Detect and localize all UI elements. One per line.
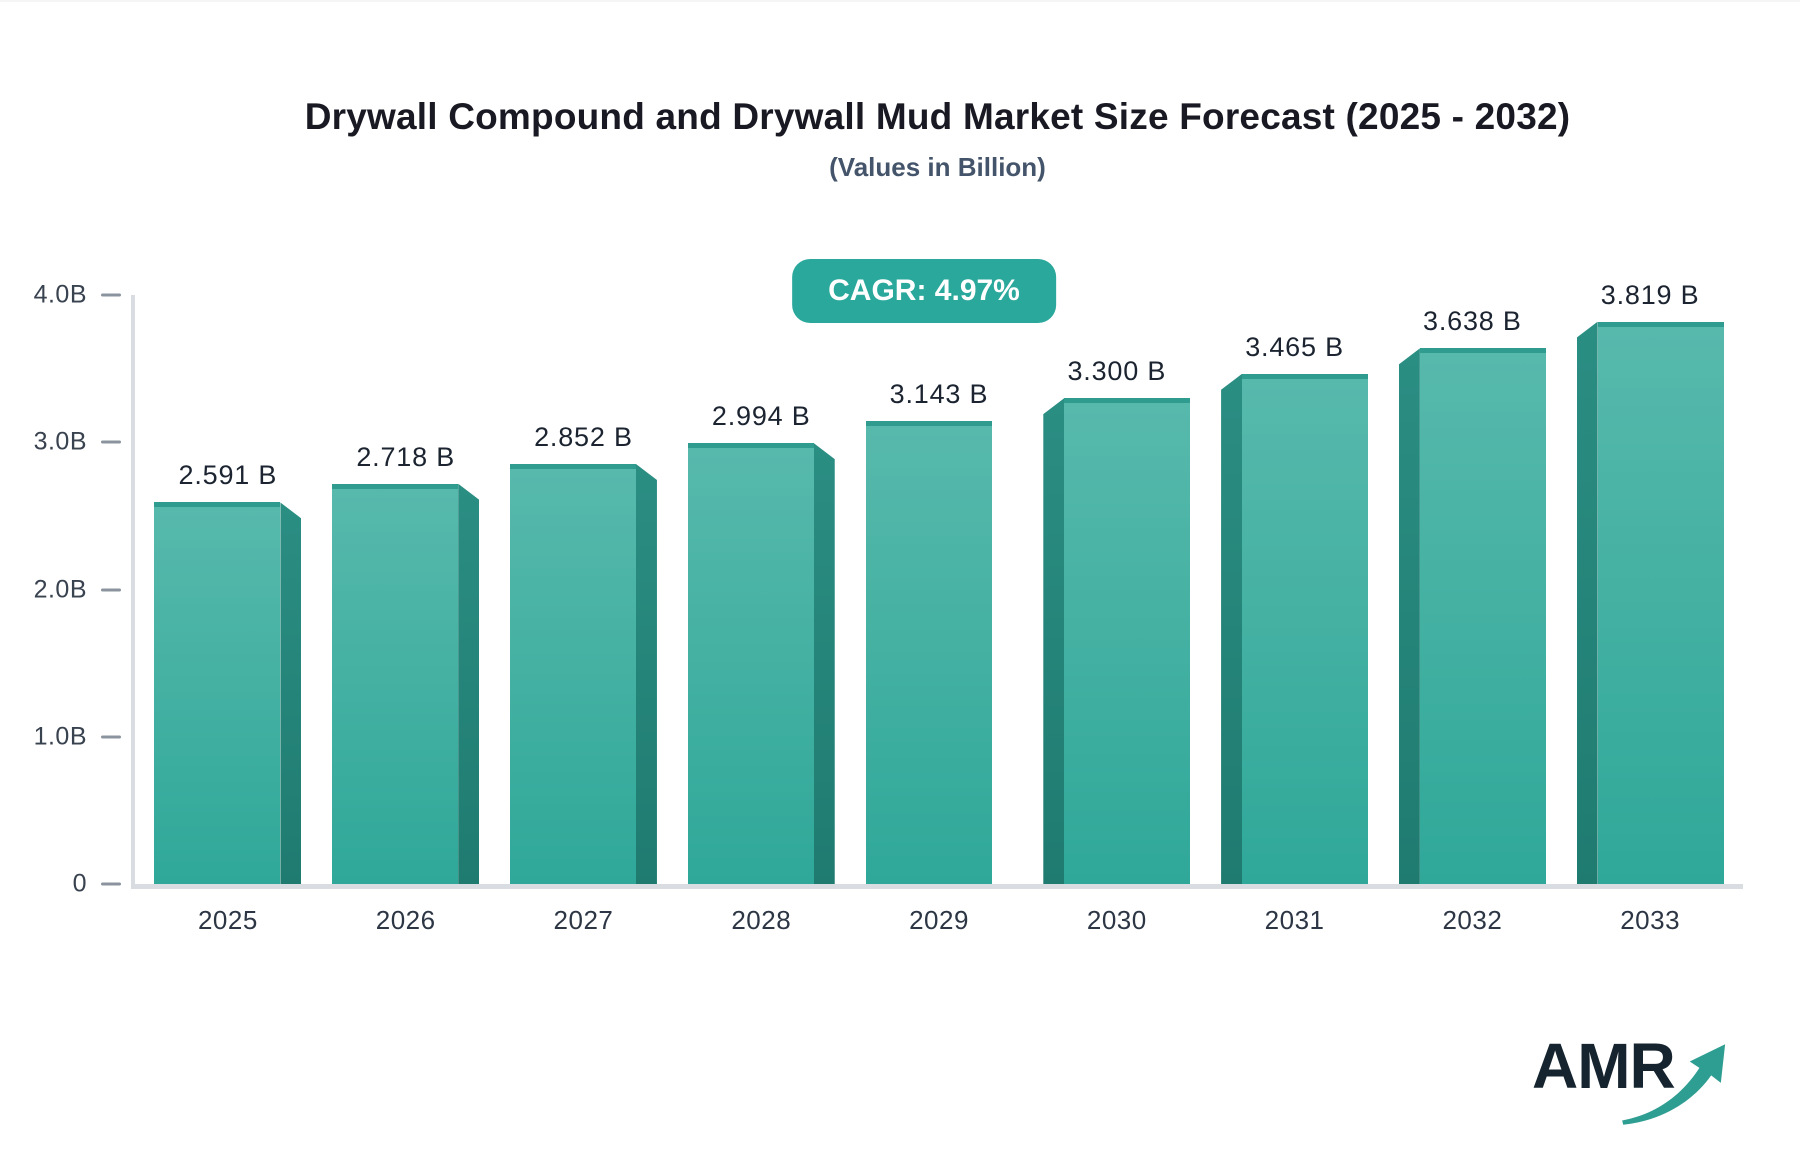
bar-slot: 2.852 B [495,295,673,884]
y-tick-mark [101,735,121,739]
bar: 3.465 B [1221,332,1369,884]
bar-side-face [813,443,835,884]
y-tick: 1.0B [29,722,121,751]
y-tick-mark [101,440,121,444]
bar-slot: 2.718 B [317,295,495,884]
bar-side-face [1398,348,1420,884]
y-tick: 2.0B [29,575,121,604]
x-axis-label: 2025 [197,905,258,935]
bar-value-label: 2.852 B [534,422,633,453]
bar-slot: 3.819 B [1561,280,1739,884]
bar-face [865,421,992,884]
y-tick-label: 4.0B [33,280,87,309]
x-axis-label: 2031 [1264,905,1325,935]
x-axis-label: 2026 [375,905,436,935]
bar-face [1419,348,1546,884]
bar-value-label: 2.994 B [711,401,811,432]
bar-side-face [458,483,480,884]
bar-value-label: 3.465 B [1245,331,1344,362]
x-axis-label: 2030 [1086,905,1147,935]
y-tick: 3.0B [29,428,121,457]
chart-subtitle: (Values in Billion) [829,152,1046,182]
y-tick-label: 2.0B [33,575,87,603]
bar-slot: 2.591 B [139,295,317,884]
y-tick: 0 [29,870,121,899]
bar-face [687,443,814,884]
chart-title: Drywall Compound and Drywall Mud Market … [304,96,1571,137]
bar: 2.852 B [509,422,657,884]
x-axis-label: 2029 [909,905,969,935]
bar-slot: 3.143 B [850,295,1028,884]
bar-value-label: 3.819 B [1600,279,1700,310]
y-tick-label: 0 [72,869,87,898]
bar: 2.591 B [154,460,302,884]
bar-face [1242,373,1369,884]
bar-face [332,483,459,884]
bar-face [509,464,636,884]
amr-logo: AMR [1532,1034,1782,1134]
bar-side-face [280,502,302,884]
x-axis-label: 2028 [731,905,792,935]
cagr-badge: CAGR: 4.97% [792,259,1056,323]
bar: 2.718 B [332,442,480,884]
bar-face [1597,321,1724,884]
bar-side-face [1576,321,1598,884]
bar-side-face [1221,373,1243,884]
bar-slot: 3.300 B [1028,295,1206,884]
bars-container: 2.591 B 2.718 B 2.852 B 2.994 B 3.143 B 3.300… [135,280,1743,884]
bar-side-face [635,464,657,884]
bar-slot: 3.638 B [1383,295,1561,884]
x-axis-label: 2027 [553,905,614,935]
bar-slot: 3.465 B [1206,295,1384,884]
y-tick: 4.0B [29,281,121,310]
bar-value-label: 3.143 B [889,379,989,410]
bar-value-label: 2.591 B [178,460,278,491]
y-tick-label: 1.0B [33,722,87,751]
x-axis-label: 2033 [1620,905,1681,935]
bar: 3.300 B [1043,356,1191,884]
bar-value-label: 3.300 B [1067,356,1167,387]
bar-value-label: 3.638 B [1423,306,1522,337]
bar: 3.638 B [1398,306,1546,884]
bar: 2.994 B [687,401,835,884]
bar: 3.819 B [1576,280,1724,884]
bar-value-label: 2.718 B [356,441,456,472]
y-tick-mark [101,588,121,591]
y-tick-mark [101,293,121,297]
x-axis: 2025 2026 2027 2028 2029 2030 2031 2032 2033 [135,905,1743,936]
y-tick-label: 3.0B [33,427,87,456]
bar-face [154,502,281,884]
x-axis-label: 2032 [1442,905,1503,935]
bar-slot: 2.994 B [672,295,850,884]
amr-logo-arrow-icon [1622,1044,1726,1125]
bar-face [1064,398,1191,884]
amr-logo-text: AMR [1532,1030,1676,1102]
bar: 3.143 B [865,379,1013,884]
bar-side-face [1043,398,1065,884]
y-tick-mark [101,882,121,886]
